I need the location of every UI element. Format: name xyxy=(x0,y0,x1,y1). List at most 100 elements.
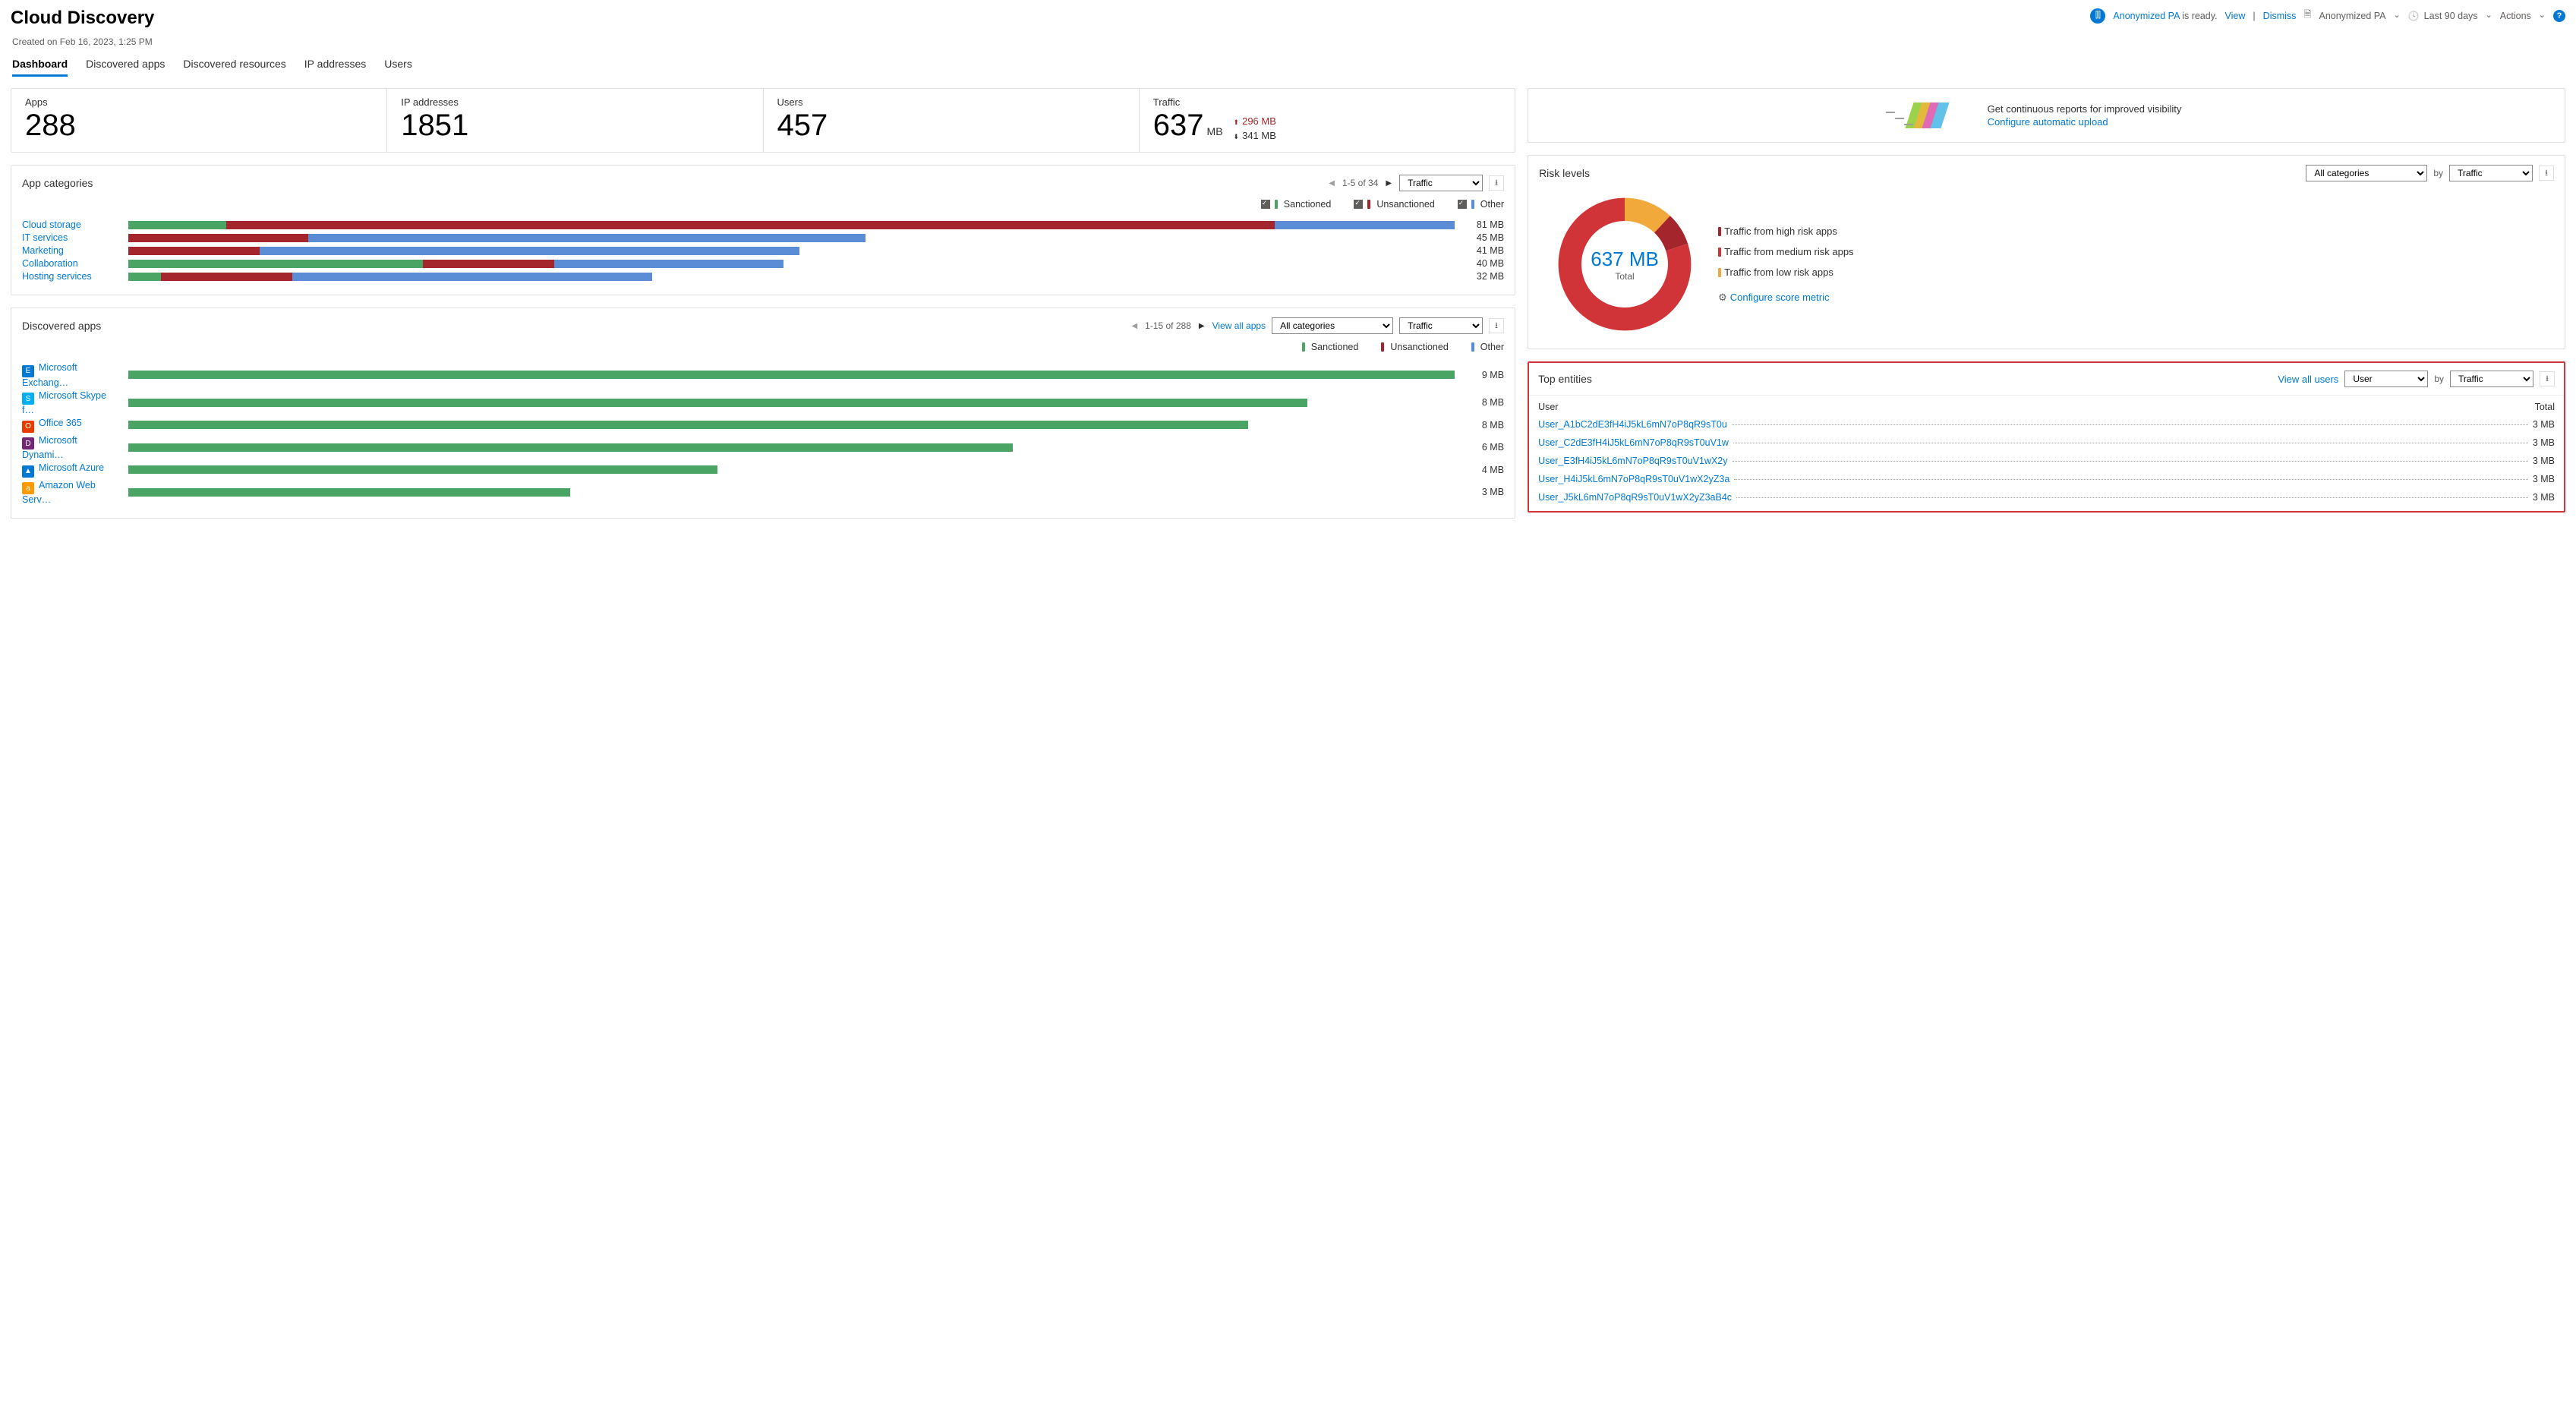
tab-discovered-resources[interactable]: Discovered resources xyxy=(183,53,285,77)
stat-traffic[interactable]: Traffic 637MB 296 MB 341 MB xyxy=(1139,89,1515,152)
bar-track xyxy=(128,247,1455,255)
entity-sort-select[interactable]: Traffic xyxy=(2450,371,2533,387)
legend-other[interactable]: Other xyxy=(1458,199,1504,210)
discovered-apps-panel: Discovered apps ◀ 1-15 of 288 ▶ View all… xyxy=(11,308,1515,519)
risk-category-select[interactable]: All categories xyxy=(2306,165,2427,181)
bar-row: Cloud storage81 MB xyxy=(22,219,1504,230)
dismiss-link[interactable]: Dismiss xyxy=(2263,11,2297,21)
bar-track xyxy=(128,273,1455,281)
bar-value: 6 MB xyxy=(1462,442,1504,453)
legend-other: Other xyxy=(1471,342,1504,352)
bar-row: Collaboration 40 MB xyxy=(22,258,1504,269)
bar-track xyxy=(128,443,1455,452)
bar-track xyxy=(128,260,1455,268)
stat-users[interactable]: Users 457 xyxy=(763,89,1139,152)
risk-legend-item: Traffic from low risk apps xyxy=(1718,267,1854,278)
tab-discovered-apps[interactable]: Discovered apps xyxy=(86,53,165,77)
tab-users[interactable]: Users xyxy=(384,53,412,77)
app-categories-title: App categories xyxy=(22,177,93,189)
bar-row: DMicrosoft Dynami… 6 MB xyxy=(22,435,1504,461)
bar-row: Marketing41 MB xyxy=(22,245,1504,256)
bar-label[interactable]: DMicrosoft Dynami… xyxy=(22,435,121,461)
download-icon[interactable]: ⭳ xyxy=(2539,166,2554,181)
bar-label[interactable]: Collaboration xyxy=(22,258,121,269)
configure-score-link[interactable]: Configure score metric xyxy=(1718,292,1829,303)
app-icon: O xyxy=(22,421,34,433)
bar-label[interactable]: Marketing xyxy=(22,245,121,256)
bar-track xyxy=(128,399,1455,407)
download-icon[interactable]: ⭳ xyxy=(1489,175,1504,191)
report-ready-name[interactable]: Anonymized PA xyxy=(2113,11,2179,21)
entity-value: 3 MB xyxy=(2533,419,2555,430)
legend-sanctioned[interactable]: Sanctioned xyxy=(1261,199,1332,210)
entity-user-link[interactable]: User_C2dE3fH4iJ5kL6mN7oP8qR9sT0uV1w xyxy=(1538,437,1729,448)
discovered-sort-select[interactable]: Traffic xyxy=(1399,317,1483,334)
pager-prev[interactable]: ◀ xyxy=(1130,322,1139,330)
bar-label[interactable]: aAmazon Web Serv… xyxy=(22,480,121,506)
discovered-category-select[interactable]: All categories xyxy=(1272,317,1393,334)
app-categories-bars: Cloud storage81 MB IT services 45 MB Market… xyxy=(11,216,1515,295)
promo-icon xyxy=(1912,103,1972,128)
report-ready-text: Anonymized PA is ready. xyxy=(2113,11,2217,21)
bar-value: 9 MB xyxy=(1462,370,1504,380)
risk-sort-select[interactable]: Traffic xyxy=(2449,165,2533,181)
entity-row: User_C2dE3fH4iJ5kL6mN7oP8qR9sT0uV1w3 MB xyxy=(1529,434,2564,452)
entity-type-select[interactable]: User xyxy=(2344,371,2428,387)
app-categories-sort-select[interactable]: Traffic xyxy=(1399,175,1483,191)
top-right-controls: ⫿⫿ Anonymized PA is ready. View | Dismis… xyxy=(2090,8,2565,24)
bar-value: 45 MB xyxy=(1462,232,1504,243)
download-icon[interactable]: ⭳ xyxy=(1489,318,1504,333)
pager-next[interactable]: ▶ xyxy=(1197,322,1206,330)
bar-label[interactable]: ▲Microsoft Azure xyxy=(22,462,121,478)
bar-track xyxy=(128,421,1455,429)
bar-label[interactable]: Hosting services xyxy=(22,271,121,282)
view-all-users-link[interactable]: View all users xyxy=(2278,374,2338,385)
entity-user-link[interactable]: User_H4iJ5kL6mN7oP8qR9sT0uV1wX2yZ3a xyxy=(1538,474,1729,484)
bar-value: 40 MB xyxy=(1462,258,1504,269)
tab-dashboard[interactable]: Dashboard xyxy=(12,53,68,77)
bar-track xyxy=(128,371,1455,379)
tab-ip-addresses[interactable]: IP addresses xyxy=(304,53,366,77)
bar-label[interactable]: OOffice 365 xyxy=(22,418,121,433)
help-icon[interactable]: ? xyxy=(2553,10,2565,22)
pager-text: 1-5 of 34 xyxy=(1342,178,1378,188)
app-icon: S xyxy=(22,393,34,405)
bar-value: 8 MB xyxy=(1462,420,1504,431)
legend-unsanctioned[interactable]: Unsanctioned xyxy=(1354,199,1434,210)
download-icon[interactable]: ⭳ xyxy=(2540,371,2555,386)
traffic-download: 341 MB xyxy=(1234,130,1276,141)
actions-dropdown[interactable]: Actions xyxy=(2500,11,2546,21)
donut-label: Total xyxy=(1615,271,1634,282)
bar-value: 8 MB xyxy=(1462,397,1504,408)
entity-row: User_J5kL6mN7oP8qR9sT0uV1wX2yZ3aB4c3 MB xyxy=(1529,488,2564,506)
tab-bar: Dashboard Discovered apps Discovered resou… xyxy=(11,53,2565,77)
discovered-apps-title: Discovered apps xyxy=(22,320,101,332)
entity-user-link[interactable]: User_A1bC2dE3fH4iJ5kL6mN7oP8qR9sT0u xyxy=(1538,419,1727,430)
stat-ips[interactable]: IP addresses 1851 xyxy=(386,89,762,152)
entity-user-link[interactable]: User_E3fH4iJ5kL6mN7oP8qR9sT0uV1wX2y xyxy=(1538,456,1727,466)
bar-row: Hosting services 32 MB xyxy=(22,271,1504,282)
timeframe-dropdown[interactable]: Last 90 days xyxy=(2408,11,2492,21)
stat-apps[interactable]: Apps 288 xyxy=(11,89,386,152)
pager-prev[interactable]: ◀ xyxy=(1327,179,1336,188)
report-selector-dropdown[interactable]: Anonymized PA xyxy=(2319,11,2400,21)
bar-value: 32 MB xyxy=(1462,271,1504,282)
view-all-apps-link[interactable]: View all apps xyxy=(1212,320,1266,331)
discovered-legend: SanctionedUnsanctionedOther xyxy=(11,342,1515,358)
bar-label[interactable]: IT services xyxy=(22,232,121,243)
bar-label[interactable]: Cloud storage xyxy=(22,219,121,230)
entity-user-link[interactable]: User_J5kL6mN7oP8qR9sT0uV1wX2yZ3aB4c xyxy=(1538,492,1732,503)
app-icon: E xyxy=(22,365,34,377)
bar-label[interactable]: SMicrosoft Skype f… xyxy=(22,390,121,416)
pager-text: 1-15 of 288 xyxy=(1145,320,1191,331)
bar-track xyxy=(128,488,1455,497)
view-link[interactable]: View xyxy=(2225,11,2246,21)
configure-upload-link[interactable]: Configure automatic upload xyxy=(1988,116,2182,128)
pager-next[interactable]: ▶ xyxy=(1384,179,1393,188)
app-icon: ▲ xyxy=(22,465,34,478)
report-ready-icon: ⫿⫿ xyxy=(2090,8,2105,24)
bar-row: SMicrosoft Skype f… 8 MB xyxy=(22,390,1504,416)
bar-value: 4 MB xyxy=(1462,465,1504,475)
entities-col-user: User xyxy=(1538,402,1558,412)
bar-label[interactable]: EMicrosoft Exchang… xyxy=(22,362,121,388)
